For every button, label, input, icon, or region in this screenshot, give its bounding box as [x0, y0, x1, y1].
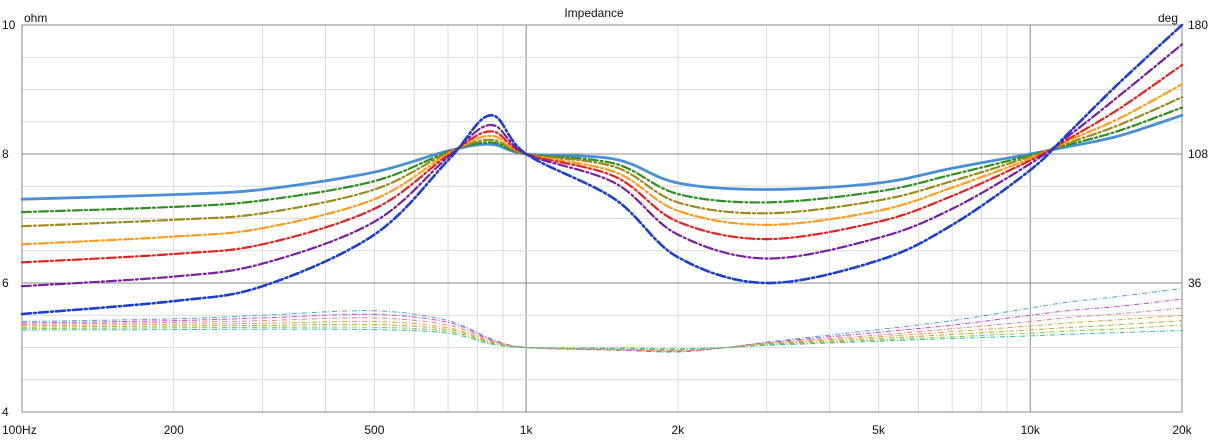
phase-series-5 — [21, 320, 1183, 351]
phase-curves — [21, 287, 1183, 353]
phase-series-4 — [21, 314, 1183, 351]
y-left-tick-label: 10 — [2, 18, 16, 32]
x-tick-label: 20k — [1172, 423, 1192, 437]
x-tick-label: 5k — [872, 423, 886, 437]
phase-series-1 — [21, 287, 1183, 353]
x-tick-label: 1k — [520, 423, 534, 437]
impedance-series-2 — [20, 43, 1184, 288]
plot-frame — [21, 24, 1183, 413]
x-tick-label: 100Hz — [2, 423, 37, 437]
chart-title: Impedance — [564, 6, 624, 20]
impedance-series-5 — [20, 96, 1184, 228]
impedance-curves — [20, 23, 1184, 316]
y-left-tick-label: 8 — [2, 147, 9, 161]
phase-series-3 — [21, 307, 1183, 352]
x-tick-label: 2k — [672, 423, 686, 437]
y-left-tick-label: 6 — [2, 276, 9, 290]
x-tick-label: 200 — [164, 423, 184, 437]
left-axis-unit: ohm — [24, 11, 47, 25]
phase-series-6 — [21, 324, 1183, 350]
x-tick-label: 10k — [1021, 423, 1041, 437]
right-axis-unit: deg — [1158, 11, 1178, 25]
impedance-series-3 — [20, 63, 1184, 264]
y-right-tick-label: 36 — [1188, 276, 1202, 290]
impedance-series-4 — [20, 83, 1184, 246]
phase-series-7 — [21, 328, 1183, 350]
x-tick-label: 500 — [364, 423, 384, 437]
grid — [22, 25, 1182, 412]
y-right-tick-label: 108 — [1188, 147, 1208, 161]
y-left-tick-label: 4 — [2, 405, 9, 419]
y-right-tick-label: 180 — [1188, 18, 1208, 32]
impedance-series-1 — [20, 23, 1184, 316]
